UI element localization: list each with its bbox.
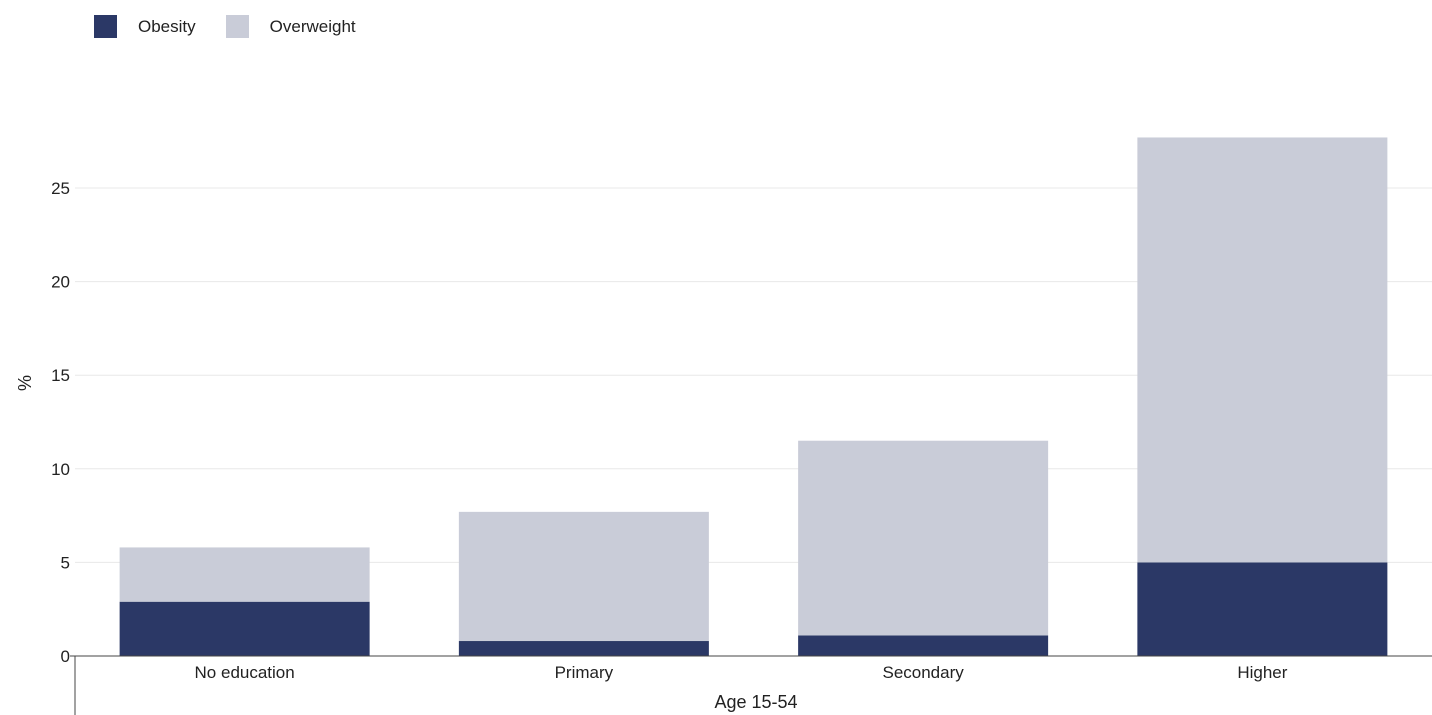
y-tick-label: 20: [51, 273, 70, 292]
legend-item-obesity[interactable]: Obesity: [94, 15, 196, 38]
y-tick-label: 15: [51, 366, 70, 385]
x-axis-title: Age 15-54: [714, 692, 797, 712]
bar-overweight-primary[interactable]: [458, 511, 709, 642]
x-tick-label: Secondary: [882, 663, 964, 682]
bar-obesity-primary[interactable]: [458, 641, 709, 656]
bar-overweight-higher[interactable]: [1137, 137, 1388, 563]
x-tick-label: Higher: [1237, 663, 1287, 682]
bar-obesity-secondary[interactable]: [798, 635, 1049, 656]
y-tick-label: 5: [61, 553, 70, 572]
bar-obesity-no-education[interactable]: [119, 601, 370, 656]
bar-overweight-no-education[interactable]: [119, 547, 370, 602]
y-tick-label: 10: [51, 460, 70, 479]
tick-labels: 0 5 10 15 20 25 No education Primary Secondary Hi…: [51, 179, 1288, 682]
bar-obesity-higher[interactable]: [1137, 562, 1388, 656]
bars: [119, 137, 1388, 656]
legend-label-obesity: Obesity: [138, 16, 196, 36]
bar-overweight-secondary[interactable]: [798, 440, 1049, 636]
y-tick-label: 25: [51, 179, 70, 198]
x-tick-label: No education: [195, 663, 295, 682]
legend-item-overweight[interactable]: Overweight: [225, 15, 356, 38]
legend-swatch-obesity: [94, 15, 117, 38]
x-tick-label: Primary: [555, 663, 614, 682]
axes: [70, 655, 1432, 715]
legend-label-overweight: Overweight: [269, 16, 356, 36]
y-tick-label: 0: [61, 647, 70, 666]
legend: Obesity Overweight: [94, 15, 386, 38]
legend-swatch-overweight: [225, 15, 249, 38]
y-axis-title: %: [15, 375, 35, 391]
